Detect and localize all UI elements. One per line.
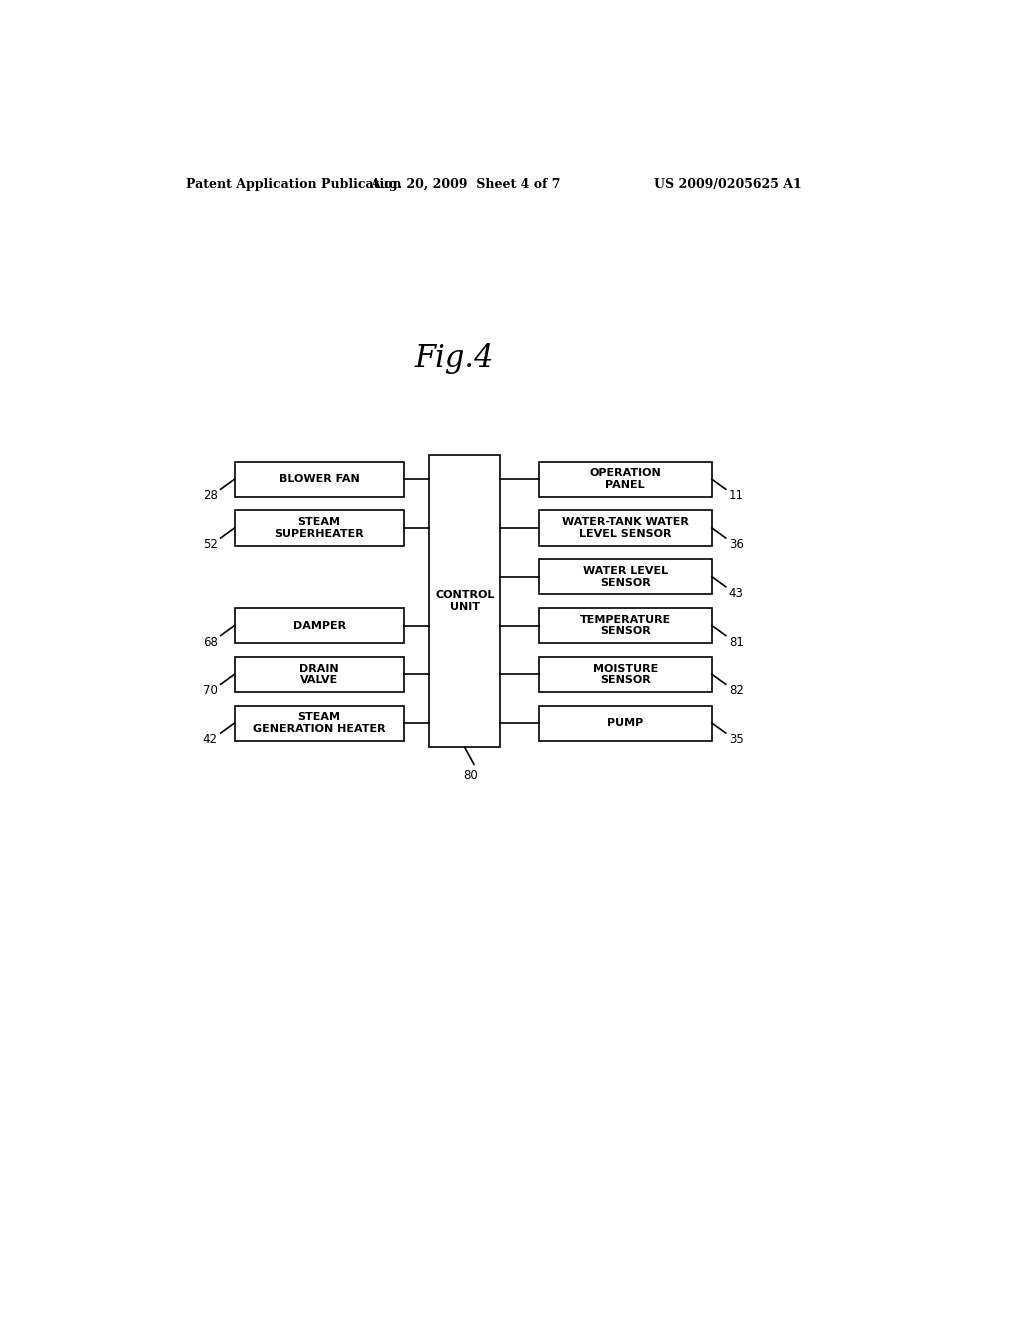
Text: 70: 70 [203,684,217,697]
Text: 81: 81 [729,635,743,648]
Text: DRAIN
VALVE: DRAIN VALVE [299,664,339,685]
FancyBboxPatch shape [234,657,403,692]
Text: Aug. 20, 2009  Sheet 4 of 7: Aug. 20, 2009 Sheet 4 of 7 [371,178,561,190]
Text: WATER-TANK WATER
LEVEL SENSOR: WATER-TANK WATER LEVEL SENSOR [562,517,689,539]
Text: 28: 28 [203,490,217,502]
Text: US 2009/0205625 A1: US 2009/0205625 A1 [654,178,802,190]
Text: MOISTURE
SENSOR: MOISTURE SENSOR [593,664,657,685]
FancyBboxPatch shape [539,511,712,545]
Text: TEMPERATURE
SENSOR: TEMPERATURE SENSOR [580,615,671,636]
FancyBboxPatch shape [429,455,500,747]
Text: CONTROL
UNIT: CONTROL UNIT [435,590,495,612]
Text: OPERATION
PANEL: OPERATION PANEL [590,469,662,490]
Text: PUMP: PUMP [607,718,643,729]
Text: 43: 43 [729,587,743,599]
FancyBboxPatch shape [539,609,712,643]
Text: 82: 82 [729,684,743,697]
Text: Patent Application Publication: Patent Application Publication [186,178,401,190]
FancyBboxPatch shape [539,657,712,692]
FancyBboxPatch shape [234,609,403,643]
Text: STEAM
GENERATION HEATER: STEAM GENERATION HEATER [253,713,385,734]
FancyBboxPatch shape [234,462,403,496]
FancyBboxPatch shape [234,511,403,545]
Text: 52: 52 [203,539,217,550]
Text: WATER LEVEL
SENSOR: WATER LEVEL SENSOR [583,566,668,587]
Text: 80: 80 [464,770,478,781]
Text: 36: 36 [729,539,743,550]
Text: 35: 35 [729,733,743,746]
Text: DAMPER: DAMPER [293,620,346,631]
Text: Fig.4: Fig.4 [415,343,494,374]
FancyBboxPatch shape [539,560,712,594]
Text: STEAM
SUPERHEATER: STEAM SUPERHEATER [274,517,365,539]
Text: BLOWER FAN: BLOWER FAN [279,474,359,484]
Text: 68: 68 [203,635,217,648]
Text: 42: 42 [203,733,217,746]
FancyBboxPatch shape [539,462,712,496]
FancyBboxPatch shape [539,705,712,741]
FancyBboxPatch shape [234,705,403,741]
Text: 11: 11 [729,490,743,502]
